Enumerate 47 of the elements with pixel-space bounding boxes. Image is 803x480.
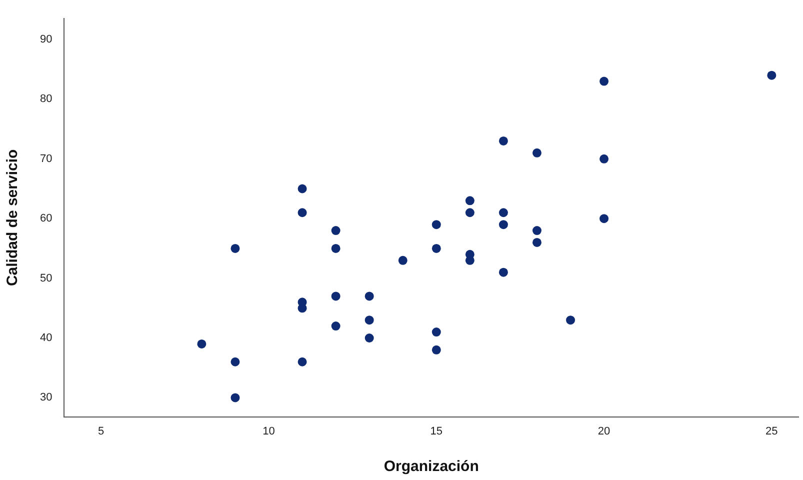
y-tick-label: 30 [40,392,52,404]
point [432,328,441,337]
point [465,196,474,206]
point [532,148,542,158]
point [230,393,240,402]
x-tick-label: 10 [262,425,275,438]
point [600,154,609,164]
point [197,339,206,348]
point [298,208,307,218]
y-tick-label: 50 [40,272,52,284]
x-tick-label: 20 [598,425,610,438]
point [767,70,776,80]
point [498,136,508,146]
point [600,214,609,224]
point [566,316,576,325]
x-tick-label: 25 [766,425,778,438]
point [230,357,240,366]
y-tick-label: 70 [40,152,52,165]
point [331,292,340,301]
y-tick-label: 80 [40,93,52,106]
point [331,322,340,331]
point [364,333,374,342]
point [498,220,508,230]
x-tick-label: 5 [98,425,104,438]
point [364,316,374,325]
point [331,226,340,236]
point [532,226,542,236]
point [331,244,340,253]
point [432,220,441,230]
point [498,208,508,218]
y-tick-label: 90 [40,34,52,46]
point [498,268,508,277]
y-axis-title: Calidad de servicio [4,149,22,286]
point [398,256,408,265]
point [600,76,609,86]
y-tick-label: 60 [40,212,52,225]
point [532,238,542,247]
x-tick-label: 15 [430,425,443,438]
x-axis-title: Organización [384,458,479,476]
point [465,208,474,218]
point [432,244,441,253]
point [298,357,307,366]
point [432,345,441,354]
point [230,244,240,253]
point [364,292,374,301]
y-tick-label: 40 [40,332,52,344]
point [298,184,307,194]
